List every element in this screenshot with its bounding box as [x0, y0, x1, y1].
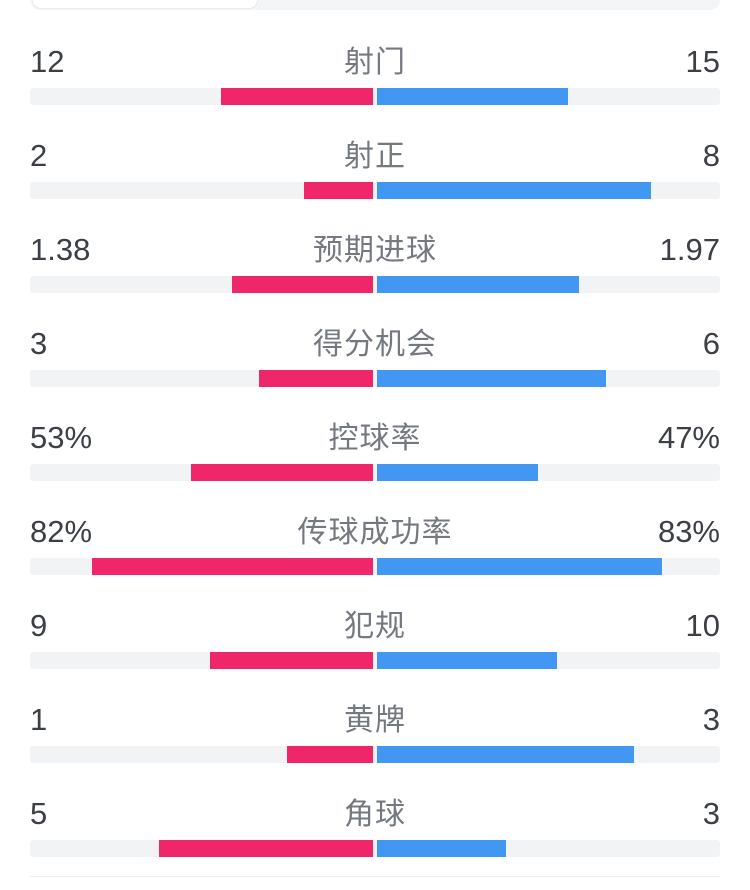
stat-row: 1.38 预期进球 1.97	[30, 232, 720, 293]
stat-head: 82% 传球成功率 83%	[30, 514, 720, 551]
away-value: 47%	[657, 420, 720, 455]
home-value: 3	[30, 326, 48, 361]
home-bar	[158, 840, 373, 857]
away-value: 6	[702, 326, 720, 361]
selected-tab-remnant[interactable]	[32, 0, 258, 9]
stat-head: 9 犯规 10	[30, 608, 720, 645]
stat-label: 射门	[344, 46, 406, 79]
stat-row: 12 射门 15	[30, 44, 720, 105]
away-bar	[377, 558, 662, 575]
stat-label: 预期进球	[313, 234, 437, 267]
home-bar	[191, 464, 373, 481]
stat-label: 犯规	[344, 610, 406, 643]
stat-bar-track	[30, 370, 720, 387]
away-value: 3	[702, 796, 720, 831]
stat-head: 2 射正 8	[30, 138, 720, 175]
bottom-divider	[30, 876, 720, 877]
away-bar	[377, 370, 606, 387]
stat-row: 9 犯规 10	[30, 608, 720, 669]
home-value: 9	[30, 608, 48, 643]
home-value: 1	[30, 702, 48, 737]
stat-label: 得分机会	[313, 328, 437, 361]
stat-bar-track	[30, 88, 720, 105]
stat-row: 82% 传球成功率 83%	[30, 514, 720, 575]
stat-row: 1 黄牌 3	[30, 702, 720, 763]
home-value: 5	[30, 796, 48, 831]
stat-row: 53% 控球率 47%	[30, 420, 720, 481]
away-value: 10	[685, 608, 720, 643]
tab-bar-remnant	[30, 0, 720, 10]
stat-head: 3 得分机会 6	[30, 326, 720, 363]
home-value: 12	[30, 44, 65, 79]
home-value: 1.38	[30, 232, 91, 267]
away-value: 15	[685, 44, 720, 79]
away-bar	[377, 746, 635, 763]
stat-head: 5 角球 3	[30, 796, 720, 833]
stat-head: 1.38 预期进球 1.97	[30, 232, 720, 269]
home-bar	[258, 370, 373, 387]
away-value: 83%	[657, 514, 720, 549]
away-value: 1.97	[659, 232, 720, 267]
away-bar	[377, 276, 579, 293]
away-bar	[377, 840, 506, 857]
stat-head: 12 射门 15	[30, 44, 720, 81]
stat-head: 1 黄牌 3	[30, 702, 720, 739]
stat-row: 3 得分机会 6	[30, 326, 720, 387]
away-bar	[377, 182, 652, 199]
match-stats-panel: 12 射门 15 2 射正 8 1.38 预期进球 1.97	[30, 44, 720, 890]
away-value: 3	[702, 702, 720, 737]
stat-bar-track	[30, 558, 720, 575]
home-bar	[91, 558, 373, 575]
stat-bar-track	[30, 746, 720, 763]
stat-label: 控球率	[328, 422, 422, 455]
stat-label: 传球成功率	[297, 516, 453, 549]
home-value: 2	[30, 138, 48, 173]
home-bar	[220, 88, 373, 105]
home-value: 53%	[30, 420, 93, 455]
stat-bar-track	[30, 652, 720, 669]
stat-head: 53% 控球率 47%	[30, 420, 720, 457]
stat-bar-track	[30, 182, 720, 199]
stat-row: 5 角球 3	[30, 796, 720, 857]
away-bar	[377, 464, 539, 481]
stat-label: 射正	[344, 140, 406, 173]
stat-row: 2 射正 8	[30, 138, 720, 199]
stat-bar-track	[30, 840, 720, 857]
home-value: 82%	[30, 514, 93, 549]
away-bar	[377, 652, 558, 669]
home-bar	[304, 182, 373, 199]
stat-label: 黄牌	[344, 704, 406, 737]
away-value: 8	[702, 138, 720, 173]
home-bar	[287, 746, 373, 763]
stat-bar-track	[30, 276, 720, 293]
stat-bar-track	[30, 464, 720, 481]
stat-label: 角球	[344, 798, 406, 831]
home-bar	[231, 276, 373, 293]
away-bar	[377, 88, 568, 105]
home-bar	[210, 652, 373, 669]
